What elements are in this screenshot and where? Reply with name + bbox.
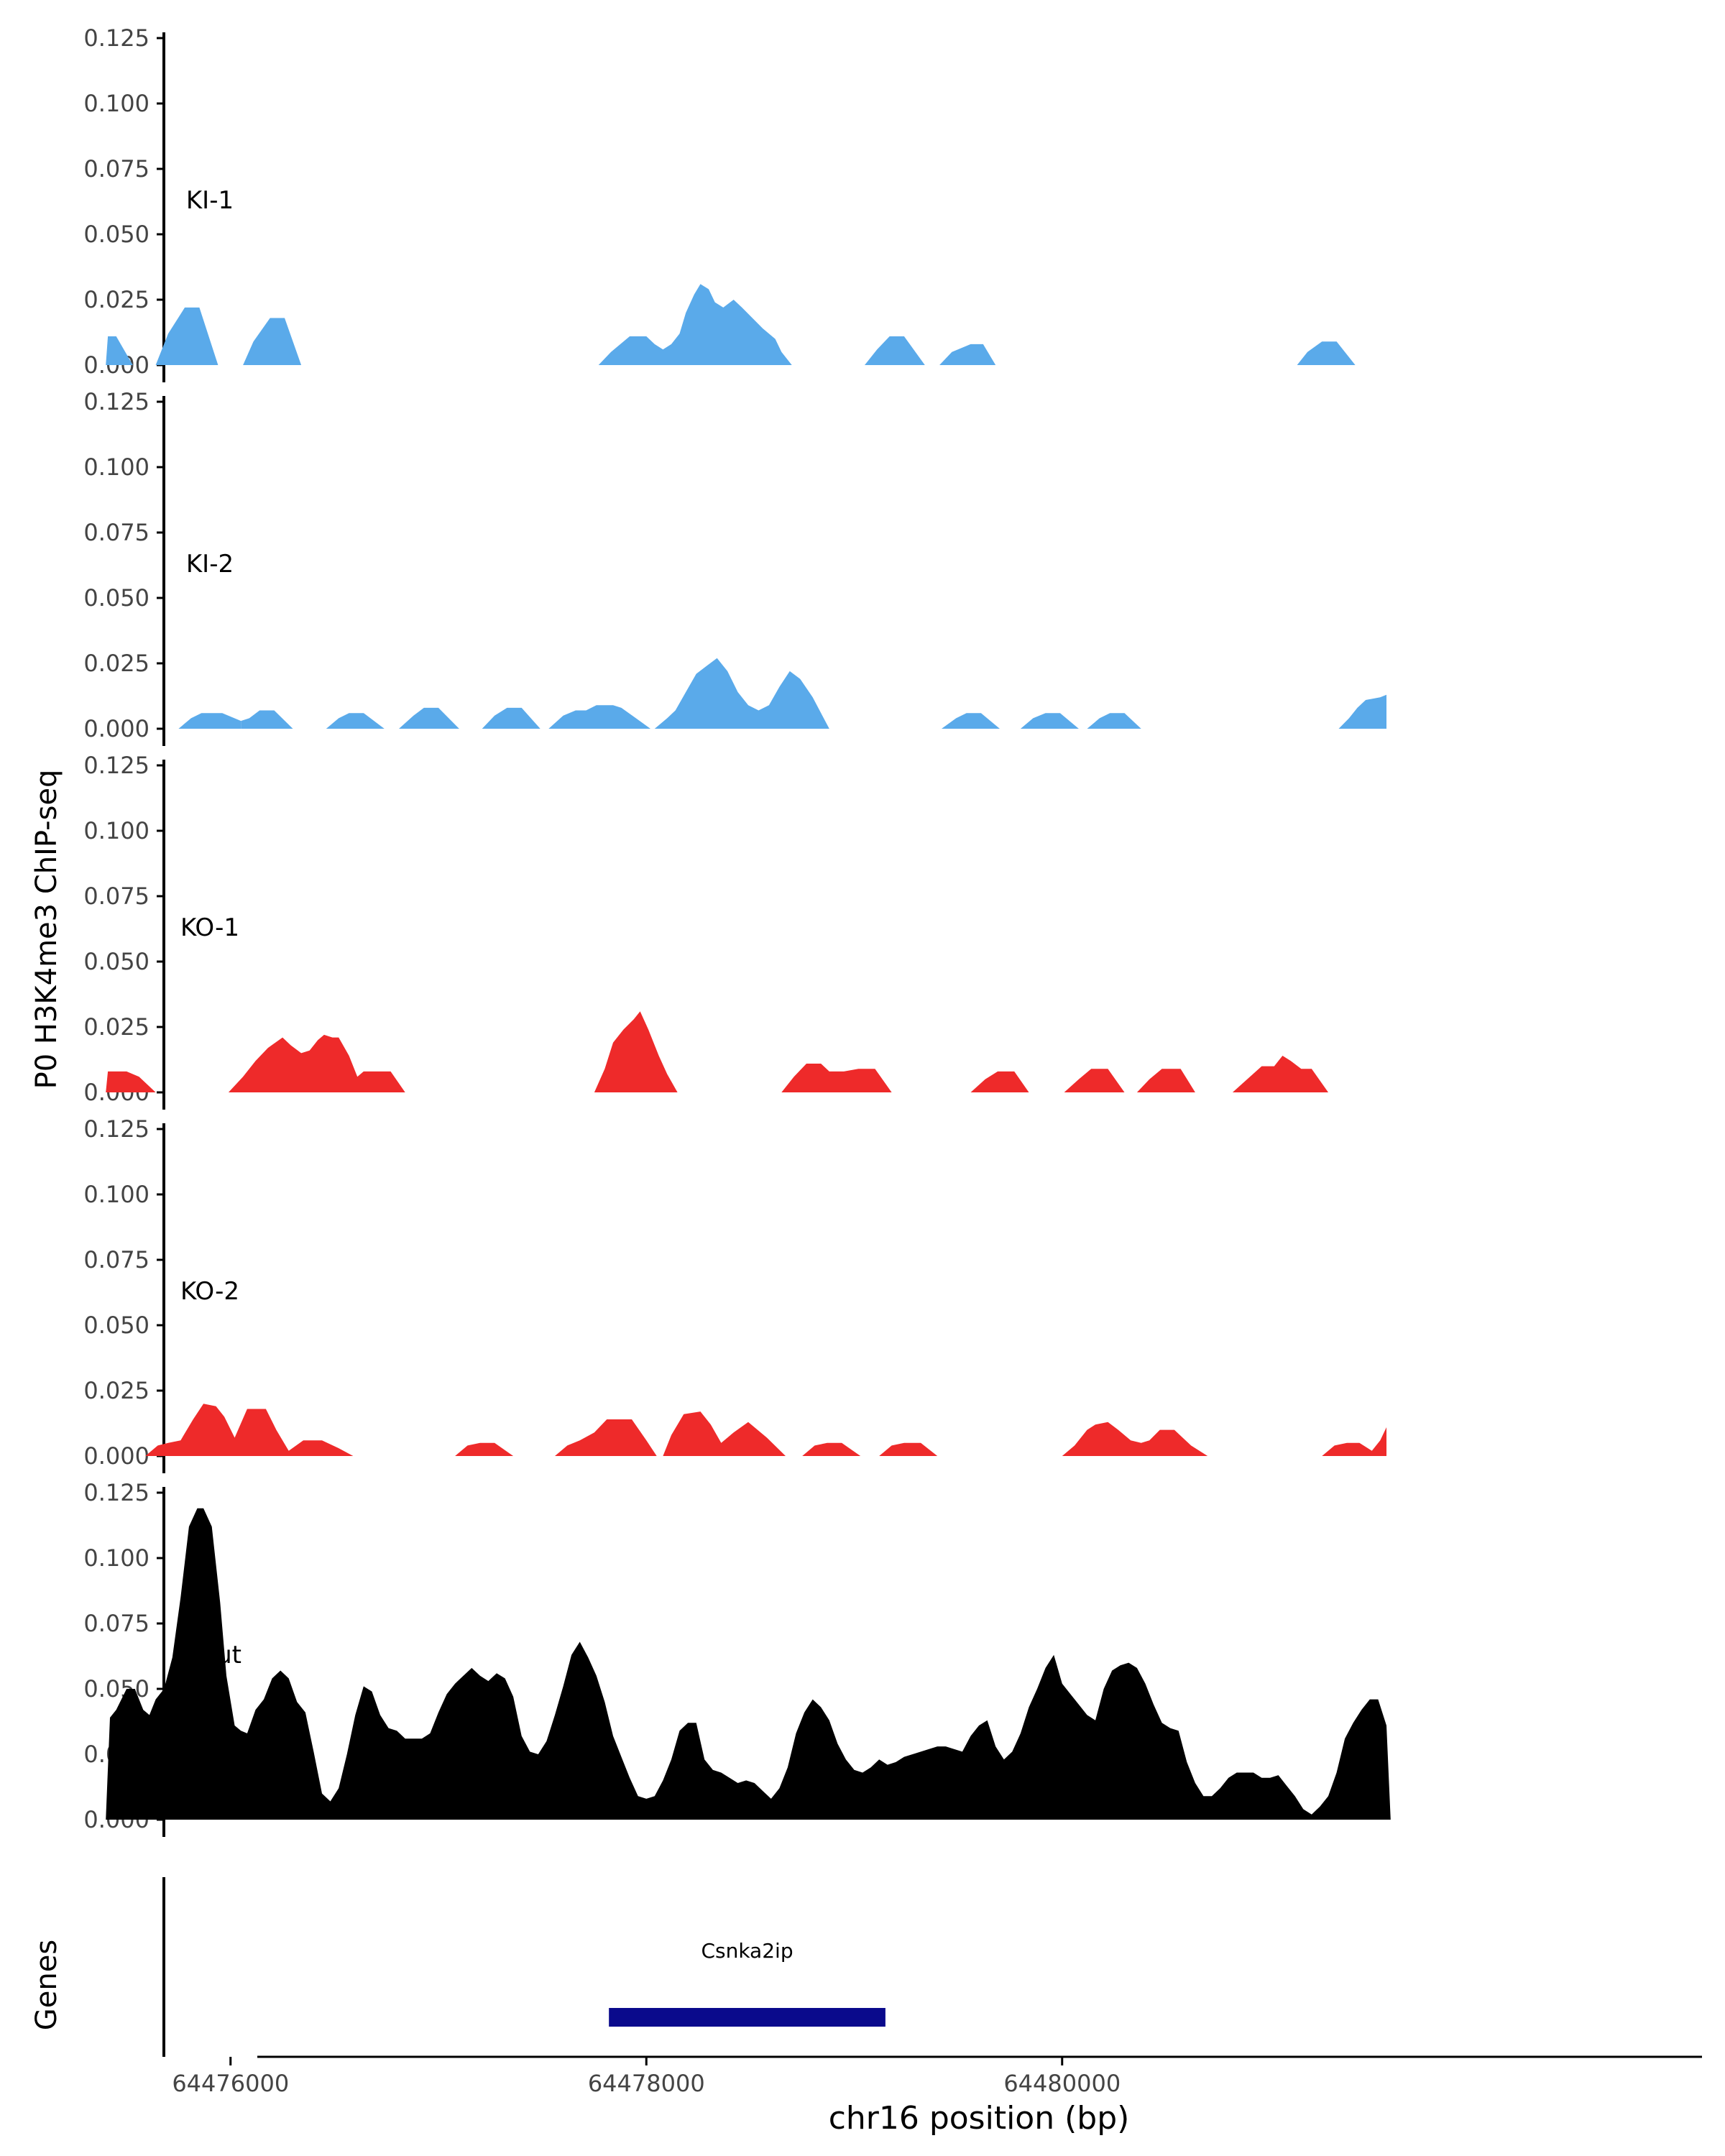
signal-peak (802, 1442, 861, 1456)
y-tick-label: 0.050 (83, 1312, 150, 1339)
genes-panel: Genes Csnka2ip (30, 1877, 886, 2057)
signal-peak (399, 707, 459, 729)
x-tick-label: 64478000 (588, 2070, 705, 2097)
signal-peak (865, 336, 925, 365)
signal-peak (482, 707, 540, 729)
signal-tracks: 0.0000.0250.0500.0750.1000.125KI-10.0000… (83, 24, 1391, 1837)
signal-peak (970, 1071, 1029, 1092)
signal-peak (879, 1442, 938, 1456)
signal-peak (663, 1411, 786, 1456)
y-tick-label: 0.075 (83, 155, 150, 183)
signal-peak (594, 1011, 678, 1092)
track-label: KI-1 (186, 186, 234, 215)
y-tick-label: 0.125 (83, 24, 150, 52)
signal-peak (654, 658, 829, 729)
signal-peak (243, 318, 302, 365)
y-tick-label: 0.100 (83, 453, 150, 481)
y-tick-label: 0.075 (83, 1246, 150, 1273)
signal-peak (1064, 1069, 1125, 1092)
signal-peak (178, 713, 242, 729)
signal-peak (241, 710, 293, 729)
y-tick-label: 0.075 (83, 519, 150, 546)
signal-peak (1020, 713, 1079, 729)
signal-peak (942, 713, 1000, 729)
y-tick-label: 0.125 (83, 1115, 150, 1143)
gene-label: Csnka2ip (701, 1939, 793, 1963)
y-tick-label: 0.125 (83, 388, 150, 415)
signal-peak (598, 284, 792, 365)
signal-peak (555, 1419, 657, 1456)
signal-peak (145, 1404, 354, 1456)
signal-peak (1338, 694, 1386, 729)
signal-peak (455, 1442, 514, 1456)
y-axis-title: P0 H3K4me3 ChIP-seq (30, 770, 63, 1089)
y-tick-label: 0.000 (83, 715, 150, 742)
x-tick-label: 64476000 (172, 2070, 289, 2097)
x-axis-title: chr16 position (bp) (829, 2100, 1130, 2137)
x-axis: chr16 position (bp) 64476000 64478000 6448… (172, 2055, 1702, 2137)
signal-peak (155, 307, 218, 365)
y-tick-label: 0.075 (83, 1610, 150, 1637)
signal-peak (106, 1508, 1391, 1820)
y-tick-label: 0.100 (83, 1181, 150, 1208)
signal-peak (1087, 713, 1141, 729)
y-tick-label: 0.050 (83, 221, 150, 248)
signal-peak (1136, 1069, 1195, 1092)
signal-peak (106, 1071, 156, 1092)
signal-peak (939, 344, 996, 365)
y-tick-label: 0.075 (83, 883, 150, 910)
y-tick-label: 0.050 (83, 948, 150, 975)
track-label: KI-2 (186, 550, 234, 579)
signal-peak (1062, 1422, 1208, 1456)
signal-peak (1322, 1427, 1386, 1456)
y-tick-label: 0.100 (83, 817, 150, 844)
y-tick-label: 0.125 (83, 752, 150, 779)
y-tick-label: 0.050 (83, 584, 150, 612)
signal-peak (1232, 1056, 1328, 1092)
track-label: KO-2 (180, 1277, 239, 1306)
signal-peak (1297, 341, 1356, 365)
gene-bar (609, 2008, 886, 2027)
y-tick-label: 0.025 (83, 286, 150, 313)
y-tick-label: 0.025 (83, 650, 150, 677)
track-label: KO-1 (180, 913, 239, 942)
y-tick-label: 0.025 (83, 1013, 150, 1041)
signal-peak (781, 1064, 892, 1092)
signal-peak (228, 1034, 405, 1092)
signal-peak (548, 705, 650, 729)
signal-peak (106, 336, 133, 365)
y-tick-label: 0.100 (83, 90, 150, 117)
y-tick-label: 0.025 (83, 1377, 150, 1404)
y-tick-label: 0.125 (83, 1479, 150, 1506)
y-tick-label: 0.000 (83, 1442, 150, 1470)
track-ki-2: 0.000 0.025 0.050 0.075 0.100 0.125 KI-2 (83, 388, 1386, 746)
signal-peak (326, 713, 385, 729)
x-tick-label: 64480000 (1003, 2070, 1121, 2097)
y-tick-label: 0.100 (83, 1544, 150, 1572)
genes-label: Genes (30, 1940, 63, 2030)
track-ko-2: 0.000 0.025 0.050 0.075 0.100 0.125 KO-2 (83, 1115, 1386, 1473)
y-tick-label: 0.050 (83, 1675, 150, 1703)
